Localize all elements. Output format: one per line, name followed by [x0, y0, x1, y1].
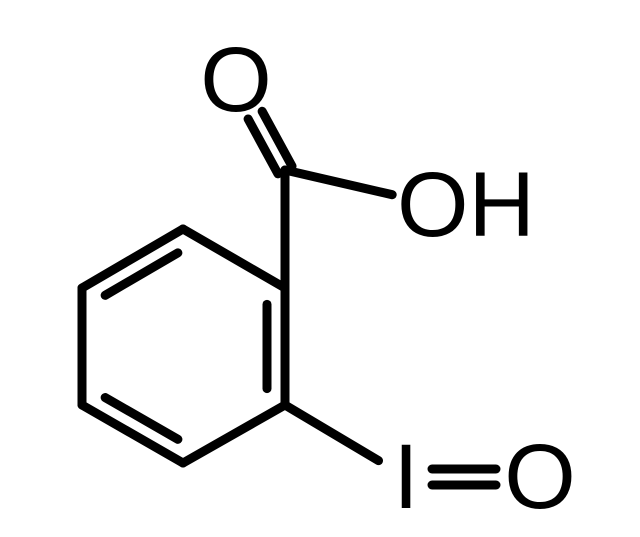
bond — [285, 405, 379, 461]
bond — [105, 253, 178, 295]
atom-label: I — [393, 426, 419, 528]
atom-label: OH — [397, 154, 535, 256]
bond — [285, 170, 392, 195]
atom-label: O — [504, 426, 576, 528]
bond — [183, 229, 285, 288]
bond — [105, 398, 178, 440]
atom-label: O — [200, 29, 272, 131]
bond — [183, 405, 285, 463]
chemical-structure-diagram: OOHIO — [0, 0, 640, 537]
